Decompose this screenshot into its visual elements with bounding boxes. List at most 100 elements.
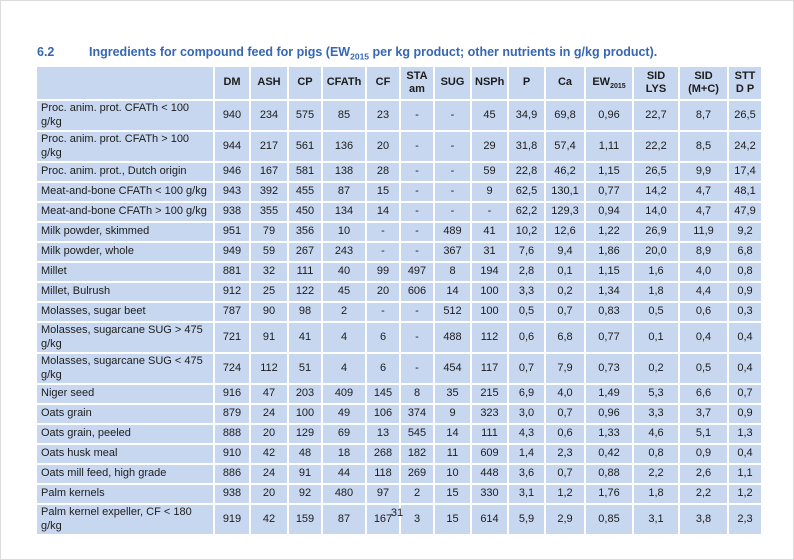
value-cell: - bbox=[365, 241, 401, 263]
value-cell: 9,2 bbox=[727, 221, 763, 243]
value-cell: 0,7 bbox=[544, 463, 586, 485]
value-cell: 0,94 bbox=[584, 201, 634, 223]
value-cell: 0,7 bbox=[507, 352, 546, 385]
table-row: Oats grain 879 24 100 49 106 374 9 323 3,0 0,7 0,96… bbox=[35, 403, 763, 425]
value-cell: 545 bbox=[399, 423, 435, 445]
value-cell: 2,9 bbox=[544, 503, 586, 536]
ingredient-name: Palm kernels bbox=[35, 483, 215, 505]
value-cell: 4,3 bbox=[507, 423, 546, 445]
value-cell: 1,3 bbox=[727, 423, 763, 445]
value-cell: - bbox=[399, 321, 435, 354]
value-cell: - bbox=[399, 99, 435, 132]
value-cell: 609 bbox=[470, 443, 509, 465]
value-cell: 48,1 bbox=[727, 181, 763, 203]
value-cell: 919 bbox=[213, 503, 251, 536]
value-cell: 4,7 bbox=[678, 181, 729, 203]
value-cell: 167 bbox=[365, 503, 401, 536]
ingredient-name: Molasses, sugarcane SUG > 475 g/kg bbox=[35, 321, 215, 354]
value-cell: 4,4 bbox=[678, 281, 729, 303]
value-cell: 51 bbox=[287, 352, 323, 385]
value-cell: - bbox=[365, 301, 401, 323]
value-cell: 10,2 bbox=[507, 221, 546, 243]
column-header-p: P bbox=[507, 65, 546, 101]
corner-cell bbox=[35, 65, 215, 101]
value-cell: 91 bbox=[249, 321, 289, 354]
value-cell: 31,8 bbox=[507, 130, 546, 163]
table-body: Proc. anim. prot. CFATh < 100 g/kg 940 234… bbox=[35, 99, 763, 536]
value-cell: 26,5 bbox=[727, 99, 763, 132]
value-cell: 5,9 bbox=[507, 503, 546, 536]
section-title: Ingredients for compound feed for pigs (… bbox=[89, 45, 657, 61]
ingredient-name: Proc. anim. prot. CFATh < 100 g/kg bbox=[35, 99, 215, 132]
value-cell: 2 bbox=[399, 483, 435, 505]
value-cell: 111 bbox=[287, 261, 323, 283]
value-cell: 45 bbox=[470, 99, 509, 132]
value-cell: 11,9 bbox=[678, 221, 729, 243]
value-cell: 92 bbox=[287, 483, 323, 505]
table-row: Molasses, sugarcane SUG < 475 g/kg 724 112… bbox=[35, 352, 763, 385]
value-cell: 62,2 bbox=[507, 201, 546, 223]
value-cell: 2,3 bbox=[727, 503, 763, 536]
value-cell: 20 bbox=[365, 130, 401, 163]
value-cell: 100 bbox=[470, 301, 509, 323]
value-cell: 10 bbox=[321, 221, 367, 243]
value-cell: 194 bbox=[470, 261, 509, 283]
value-cell: - bbox=[399, 301, 435, 323]
value-cell: 938 bbox=[213, 201, 251, 223]
value-cell: 0,1 bbox=[632, 321, 680, 354]
value-cell: 42 bbox=[249, 503, 289, 536]
ingredient-name: Milk powder, skimmed bbox=[35, 221, 215, 243]
value-cell: 561 bbox=[287, 130, 323, 163]
value-cell: 23 bbox=[365, 99, 401, 132]
value-cell: 49 bbox=[321, 403, 367, 425]
value-cell: 1,6 bbox=[632, 261, 680, 283]
ingredient-name: Millet bbox=[35, 261, 215, 283]
value-cell: 22,7 bbox=[632, 99, 680, 132]
column-header-nsph: NSPh bbox=[470, 65, 509, 101]
column-header-sid-m-c: SID (M+C) bbox=[678, 65, 729, 101]
value-cell: 138 bbox=[321, 161, 367, 183]
value-cell: 25 bbox=[249, 281, 289, 303]
value-cell: 0,5 bbox=[678, 352, 729, 385]
value-cell: 323 bbox=[470, 403, 509, 425]
value-cell: 581 bbox=[287, 161, 323, 183]
value-cell: 40 bbox=[321, 261, 367, 283]
value-cell: 267 bbox=[287, 241, 323, 263]
value-cell: - bbox=[433, 201, 472, 223]
value-cell: 6 bbox=[365, 352, 401, 385]
value-cell: 1,49 bbox=[584, 383, 634, 405]
table-row: Meat-and-bone CFATh < 100 g/kg 943 392 455 8… bbox=[35, 181, 763, 203]
value-cell: 3,1 bbox=[507, 483, 546, 505]
table-row: Oats grain, peeled 888 20 129 69 13 545 14 111 4,… bbox=[35, 423, 763, 445]
table-row: Proc. anim. prot. CFATh < 100 g/kg 940 234… bbox=[35, 99, 763, 132]
value-cell: 79 bbox=[249, 221, 289, 243]
table-row: Oats mill feed, high grade 886 24 91 44 118 26… bbox=[35, 463, 763, 485]
value-cell: 0,5 bbox=[507, 301, 546, 323]
value-cell: 100 bbox=[287, 403, 323, 425]
value-cell: 106 bbox=[365, 403, 401, 425]
value-cell: 916 bbox=[213, 383, 251, 405]
value-cell: - bbox=[399, 352, 435, 385]
value-cell: 167 bbox=[249, 161, 289, 183]
value-cell: 100 bbox=[470, 281, 509, 303]
value-cell: 69,8 bbox=[544, 99, 586, 132]
value-cell: 12,6 bbox=[544, 221, 586, 243]
value-cell: 4,0 bbox=[544, 383, 586, 405]
value-cell: 0,9 bbox=[727, 403, 763, 425]
value-cell: 0,85 bbox=[584, 503, 634, 536]
value-cell: 9,4 bbox=[544, 241, 586, 263]
column-header-cf: CF bbox=[365, 65, 401, 101]
value-cell: 31 bbox=[470, 241, 509, 263]
value-cell: 1,76 bbox=[584, 483, 634, 505]
value-cell: 3,3 bbox=[507, 281, 546, 303]
value-cell: 182 bbox=[399, 443, 435, 465]
value-cell: - bbox=[433, 99, 472, 132]
value-cell: 14,0 bbox=[632, 201, 680, 223]
value-cell: 90 bbox=[249, 301, 289, 323]
value-cell: 943 bbox=[213, 181, 251, 203]
value-cell: 575 bbox=[287, 99, 323, 132]
value-cell: 1,86 bbox=[584, 241, 634, 263]
value-cell: 62,5 bbox=[507, 181, 546, 203]
table-row: Proc. anim. prot., Dutch origin 946 167 581… bbox=[35, 161, 763, 183]
value-cell: 47 bbox=[249, 383, 289, 405]
